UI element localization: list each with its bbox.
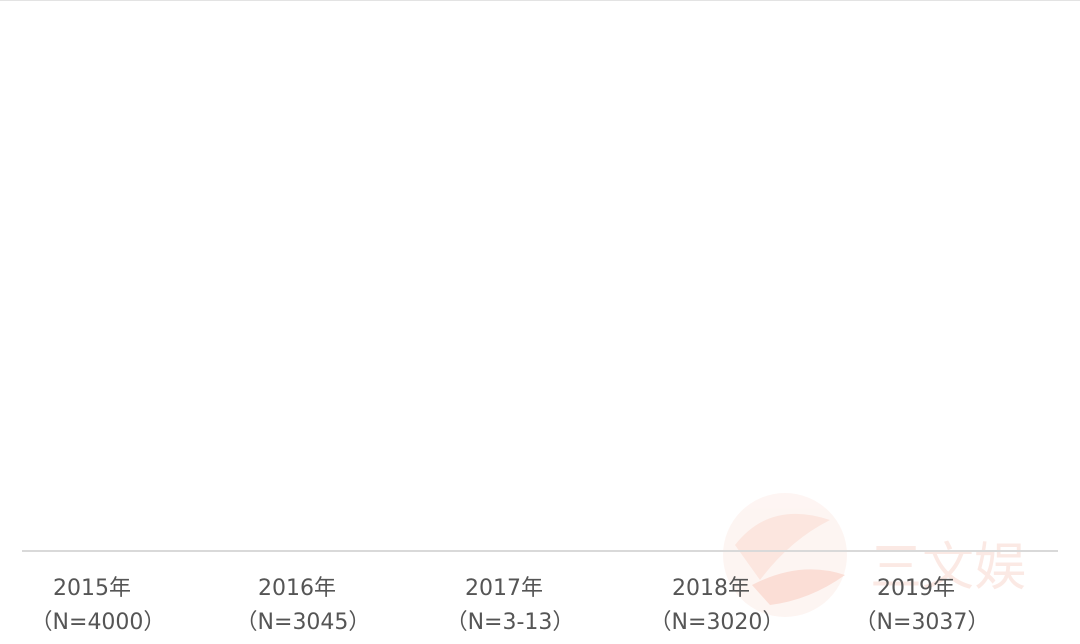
x-tick-sample-size-1: （N=3045）	[236, 610, 371, 635]
x-tick-sample-size-3: （N=3020）	[650, 610, 785, 635]
x-tick-label-3: 2018年	[672, 576, 750, 601]
x-tick-label-0: 2015年	[53, 576, 131, 601]
x-tick-label-2: 2017年	[465, 576, 543, 601]
x-tick-sample-size-2: （N=3-13）	[446, 610, 575, 635]
x-tick-label-1: 2016年	[258, 576, 336, 601]
watermark-text: 三文娱	[870, 538, 1026, 598]
top-rule	[0, 0, 1080, 1]
watermark: 三文娱	[723, 493, 1026, 617]
x-tick-label-4: 2019年	[877, 576, 955, 601]
x-tick-sample-size-0: （N=4000）	[31, 610, 166, 635]
brand-logo-icon	[723, 493, 847, 617]
x-axis-ticks: 2015年 （N=4000） 2016年 （N=3045） 2017年 （N=3-13） 2…	[31, 576, 990, 635]
x-tick-sample-size-4: （N=3037）	[855, 610, 990, 635]
